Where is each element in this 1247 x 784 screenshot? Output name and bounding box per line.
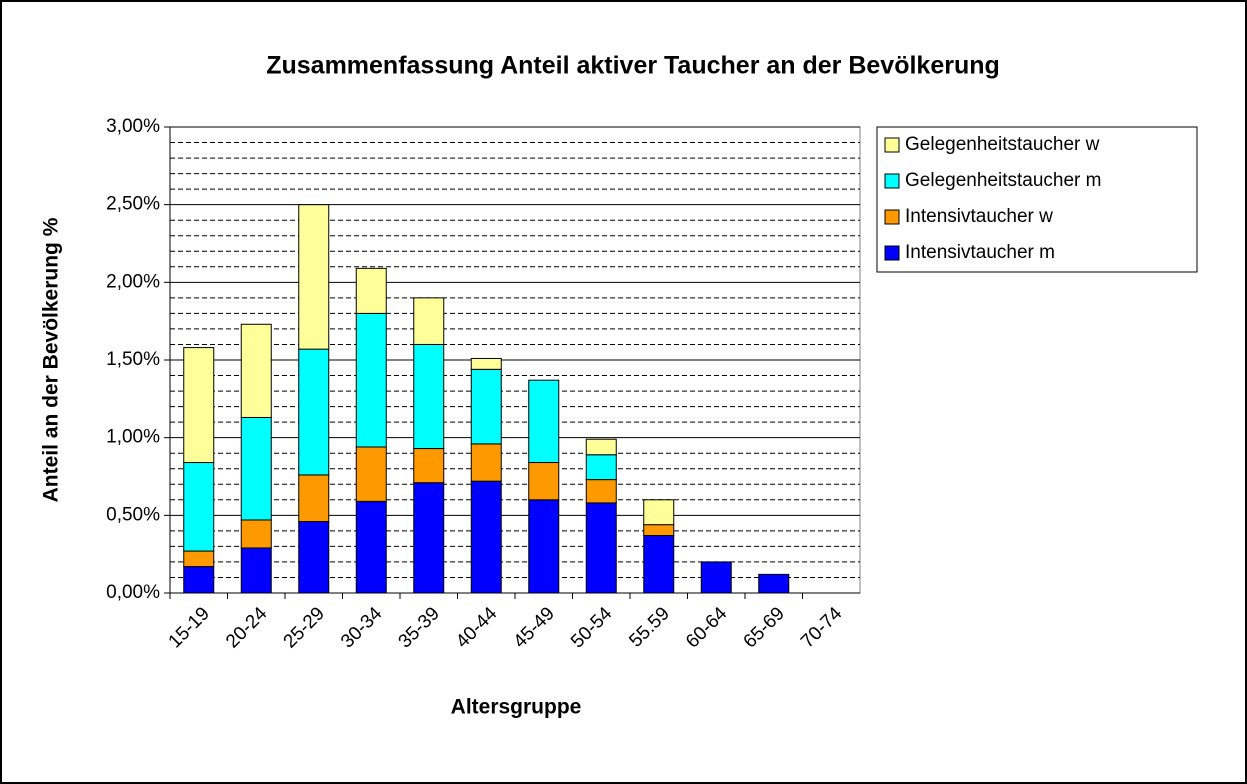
bar-segment [413,448,445,484]
legend-label: Gelegenheitstaucher w [905,134,1100,155]
bar-segment [470,480,502,594]
bar-segment [183,566,215,594]
bar-segment [413,343,445,450]
bar-segment [528,462,560,501]
legend-swatch [884,209,900,225]
bar-segment [355,446,387,502]
bar-segment [470,357,502,370]
bar-segment [643,535,675,594]
y-tick-label: 0,00% [106,582,160,603]
bar-segment [355,267,387,314]
bar-segment [643,499,675,526]
bar-segment [183,550,215,568]
bar-segment [528,379,560,464]
legend-label: Gelegenheitstaucher m [905,170,1101,191]
bar-segment [700,561,732,594]
bar-segment [470,443,502,482]
bar-segment [413,482,445,594]
bar-segment [355,312,387,448]
bar-segment [240,519,272,549]
legend-swatch [884,173,900,189]
bar-segment [298,348,330,476]
bar-segment [643,524,675,537]
y-tick-label: 0,50% [106,504,160,525]
legend-box [876,126,1198,273]
chart-title: Zusammenfassung Anteil aktiver Taucher a… [266,52,1000,80]
bar-segment [585,454,617,481]
bar-segment [470,368,502,445]
bar-segment [240,416,272,521]
legend-swatch [884,245,900,261]
bar-segment [528,499,560,594]
bar-segment [298,474,330,523]
bar-segment [298,204,330,350]
bar-segment [585,438,617,456]
bar-segment [413,297,445,345]
bar-segment [298,521,330,594]
y-tick-label: 3,00% [106,116,160,137]
bar-segment [183,462,215,552]
legend-label: Intensivtaucher m [905,242,1055,263]
bar-segment [240,547,272,594]
legend-swatch [884,137,900,153]
legend-label: Intensivtaucher w [905,206,1053,227]
y-tick-label: 1,00% [106,427,160,448]
bar-segment [585,502,617,594]
bar-segment [585,479,617,504]
x-axis-label: Altersgruppe [451,696,582,719]
y-tick-label: 2,50% [106,194,160,215]
bar-segment [240,323,272,418]
y-tick-label: 1,50% [106,349,160,370]
y-tick-label: 2,00% [106,271,160,292]
bar-segment [758,573,790,594]
bar-segment [183,347,215,464]
y-axis-label: Anteil an der Bevölkerung % [40,217,63,502]
bar-segment [355,500,387,594]
